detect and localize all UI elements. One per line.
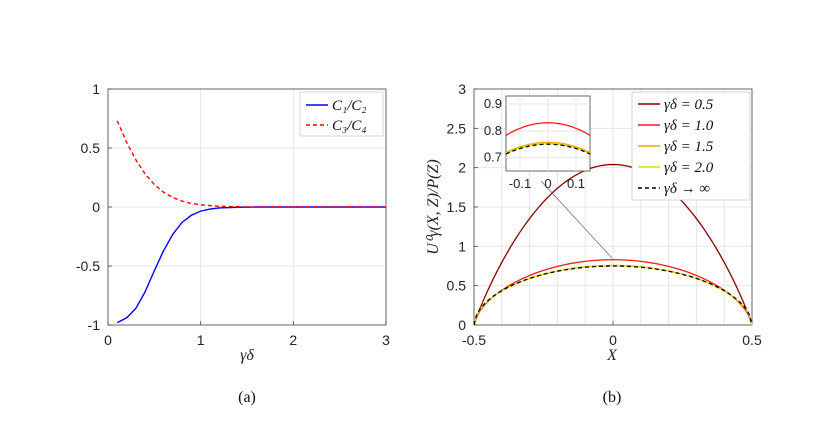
- panel-b-xlabel: X: [606, 347, 618, 364]
- y-tick-label: 3: [458, 81, 466, 97]
- x-tick-label: 0.5: [742, 332, 762, 348]
- inset-series-line-1: [505, 122, 591, 136]
- legend-label-c1c2: C₁/C₂: [332, 98, 367, 114]
- y-tick-label: 0.5: [447, 278, 467, 294]
- series-line-1: [473, 259, 753, 326]
- inset-x-tick-label: -0.1: [509, 176, 531, 191]
- series-line-c1c2: [116, 206, 386, 324]
- panel-b-legend: γδ = 0.5 γδ = 1.0 γδ = 1.5 γδ = 2.0 γδ → ∞: [631, 91, 751, 201]
- y-tick-label: 1.5: [447, 199, 467, 215]
- x-tick-label: 1: [197, 332, 205, 348]
- inset-y-tick-label: 0.8: [484, 123, 502, 138]
- y-tick-label: 0: [458, 317, 466, 333]
- series-line-0: [473, 163, 753, 326]
- panel-a-legend: C₁/C₂ C₃/C₄: [299, 91, 384, 137]
- inset-x-tick-label: 0.1: [567, 176, 585, 191]
- x-tick-label: -0.5: [462, 332, 486, 348]
- y-tick-label: 1: [92, 81, 100, 97]
- panel-a: 0 1 2 3 1 0.5 0 -0.5 -1 C₁/C₂ C₃/C₄ γδ (a): [76, 81, 390, 406]
- x-tick-label: 0: [609, 332, 617, 348]
- series-line-4: [473, 265, 753, 326]
- y-tick-label: 2: [458, 160, 466, 176]
- inset-pointer-line: [540, 180, 613, 259]
- y-tick-label: 2.5: [447, 120, 467, 136]
- legend-label-4: γδ → ∞: [664, 181, 710, 197]
- legend-label-c3c4: C₃/C₄: [332, 118, 367, 134]
- legend-label-3: γδ = 2.0: [664, 160, 714, 176]
- legend-label-1: γδ = 1.0: [664, 118, 714, 134]
- y-tick-label: -1: [88, 317, 101, 333]
- inset-x-tick-label: 0: [544, 176, 551, 191]
- y-tick-label: 0.5: [81, 140, 101, 156]
- y-tick-label: -0.5: [76, 258, 100, 274]
- legend-label-0: γδ = 0.5: [664, 97, 714, 113]
- x-tick-label: 2: [289, 332, 297, 348]
- x-tick-label: 0: [104, 332, 112, 348]
- y-tick-label: 1: [458, 238, 466, 254]
- legend-label-2: γδ = 1.5: [664, 139, 714, 155]
- panel-b-ylabel: U⁰γ(X, Z)/P(Z): [425, 159, 442, 254]
- inset-series-line-4: [505, 143, 591, 155]
- inset-y-tick-label: 0.7: [484, 150, 502, 165]
- panel-a-caption: (a): [238, 389, 256, 406]
- panel-b-caption: (b): [603, 389, 622, 406]
- x-tick-label: 3: [382, 332, 390, 348]
- series-line-c3c4: [116, 120, 386, 208]
- y-tick-label: 0: [92, 199, 100, 215]
- inset: -0.1 0 0.1 0.9 0.8 0.7: [484, 95, 591, 191]
- inset-series-line-2: [505, 141, 591, 154]
- panel-a-xlabel: γδ: [240, 347, 254, 364]
- inset-y-tick-label: 0.9: [484, 96, 502, 111]
- panel-b: -0.5 0 0.532.521.510.50 -0.1 0 0.10.90.80.7 …: [425, 81, 762, 406]
